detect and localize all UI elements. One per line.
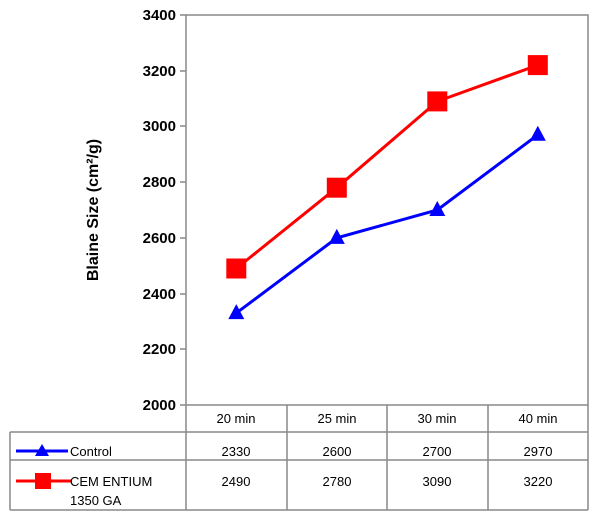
- y-tick-label: 3200: [143, 63, 176, 80]
- table-row-cementium: 2490 2780 3090 3220: [222, 474, 553, 489]
- y-tick-label: 2200: [143, 341, 176, 358]
- data-point-control: [228, 304, 245, 320]
- table-cell: 2780: [323, 474, 352, 489]
- data-point-cementium-1350-ga: [427, 91, 448, 112]
- data-point-control: [328, 228, 345, 244]
- legend-label-cementium-line1: CEM ENTIUM: [70, 474, 152, 489]
- data-point-cementium-1350-ga: [326, 177, 347, 198]
- legend-label-cementium-line2: 1350 GA: [70, 493, 122, 508]
- y-tick-label: 3000: [143, 118, 176, 135]
- y-tick-labels: 2000 2200 2400 2600 2800 3000 3200 3400: [143, 7, 176, 414]
- x-tick-label: 20 min: [216, 411, 255, 426]
- data-point-cementium-1350-ga: [226, 258, 247, 279]
- plot-area: [185, 14, 589, 406]
- x-tick-label: 40 min: [518, 411, 557, 426]
- y-tick-marks: [180, 14, 186, 406]
- legend-key-control: [16, 444, 68, 456]
- legend-label-control: Control: [70, 444, 112, 459]
- y-tick-label: 2000: [143, 397, 176, 414]
- series-line-cementium-1350-ga: [235, 63, 539, 270]
- y-axis-label: Blaine Size (cm²/g): [85, 139, 102, 281]
- table-cell: 2970: [524, 444, 553, 459]
- table-cell: 2700: [423, 444, 452, 459]
- table-cell: 3220: [524, 474, 553, 489]
- x-tick-label: 30 min: [417, 411, 456, 426]
- y-tick-label: 2800: [143, 174, 176, 191]
- y-tick-label: 2600: [143, 230, 176, 247]
- data-point-cementium-1350-ga: [527, 55, 548, 76]
- x-tick-label: 25 min: [317, 411, 356, 426]
- data-point-control: [529, 125, 546, 141]
- table-cell: 2330: [222, 444, 251, 459]
- y-tick-label: 3400: [143, 7, 176, 24]
- table-cell: 3090: [423, 474, 452, 489]
- y-tick-label: 2400: [143, 286, 176, 303]
- legend-key-cementium: [16, 473, 72, 489]
- table-cell: 2600: [323, 444, 352, 459]
- data-point-control: [429, 201, 446, 216]
- series-line-control: [235, 133, 539, 315]
- table-cell: 2490: [222, 474, 251, 489]
- series-layer: [226, 55, 548, 320]
- x-category-labels: 20 min 25 min 30 min 40 min: [216, 411, 557, 426]
- table-row-control: 2330 2600 2700 2970: [222, 444, 553, 459]
- data-table-grid: [9, 405, 589, 511]
